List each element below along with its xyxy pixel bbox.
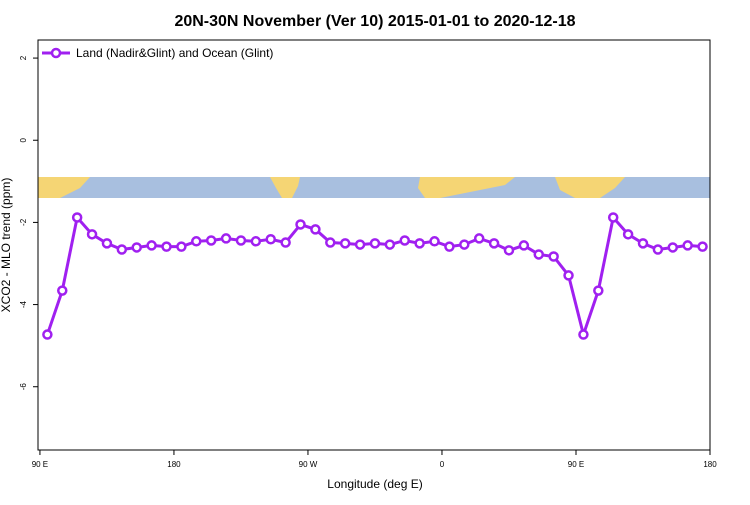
data-point xyxy=(339,238,351,249)
x-tick-label: 180 xyxy=(703,460,717,469)
data-point xyxy=(682,240,693,251)
data-point xyxy=(459,239,470,250)
data-point xyxy=(488,238,500,249)
x-tick-label: 0 xyxy=(440,460,445,469)
world-map-strip xyxy=(38,177,710,198)
data-point xyxy=(220,233,232,244)
data-point xyxy=(637,238,649,249)
x-axis-label: Longitude (deg E) xyxy=(327,477,422,491)
data-point xyxy=(205,235,217,246)
data-point xyxy=(652,244,664,255)
data-point xyxy=(176,241,187,252)
data-point xyxy=(533,249,545,260)
data-point xyxy=(101,238,113,249)
data-point xyxy=(131,242,142,253)
x-tick-label: 180 xyxy=(167,460,181,469)
data-point xyxy=(116,244,128,255)
data-point xyxy=(57,285,68,296)
x-tick-label: 90 E xyxy=(32,460,48,469)
data-point xyxy=(518,240,530,251)
data-point xyxy=(265,233,276,245)
data-point xyxy=(42,329,53,340)
data-point xyxy=(369,238,381,249)
data-point xyxy=(86,229,98,240)
data-point xyxy=(399,235,410,246)
data-point xyxy=(250,236,262,247)
data-point xyxy=(384,239,396,250)
data-point xyxy=(444,241,455,252)
data-point xyxy=(473,233,485,244)
data-point xyxy=(191,236,202,247)
data-point xyxy=(503,245,515,256)
data-point xyxy=(325,237,336,248)
y-tick-label: 0 xyxy=(19,137,28,142)
y-tick-label: -2 xyxy=(19,218,28,226)
data-point xyxy=(667,242,679,253)
x-tick-label: 90 W xyxy=(299,460,318,469)
x-tick-label: 90 E xyxy=(568,460,584,469)
data-point xyxy=(354,239,366,250)
data-point xyxy=(295,219,306,230)
data-point xyxy=(71,212,83,223)
data-point xyxy=(414,238,425,249)
data-point xyxy=(310,224,321,235)
data-point xyxy=(161,241,172,252)
data-point xyxy=(146,240,157,251)
data-point xyxy=(697,241,708,252)
legend-label: Land (Nadir&Glint) and Ocean (Glint) xyxy=(76,46,273,60)
y-tick-label: 2 xyxy=(19,55,28,60)
data-point xyxy=(235,235,247,246)
y-tick-label: -6 xyxy=(19,383,28,391)
data-point xyxy=(578,329,589,340)
y-axis-label: XCO2 - MLO trend (ppm) xyxy=(0,178,13,313)
data-point xyxy=(280,237,291,248)
data-point xyxy=(607,212,619,223)
data-point xyxy=(593,285,604,296)
legend-marker xyxy=(50,47,62,59)
y-tick-label: -4 xyxy=(19,300,28,308)
plot-frame xyxy=(37,39,711,451)
data-point xyxy=(548,251,559,262)
series-line xyxy=(45,214,703,340)
chart-title: 20N-30N November (Ver 10) 2015-01-01 to … xyxy=(174,13,575,30)
data-point xyxy=(429,236,440,247)
data-point xyxy=(563,270,574,281)
data-point xyxy=(622,229,634,240)
